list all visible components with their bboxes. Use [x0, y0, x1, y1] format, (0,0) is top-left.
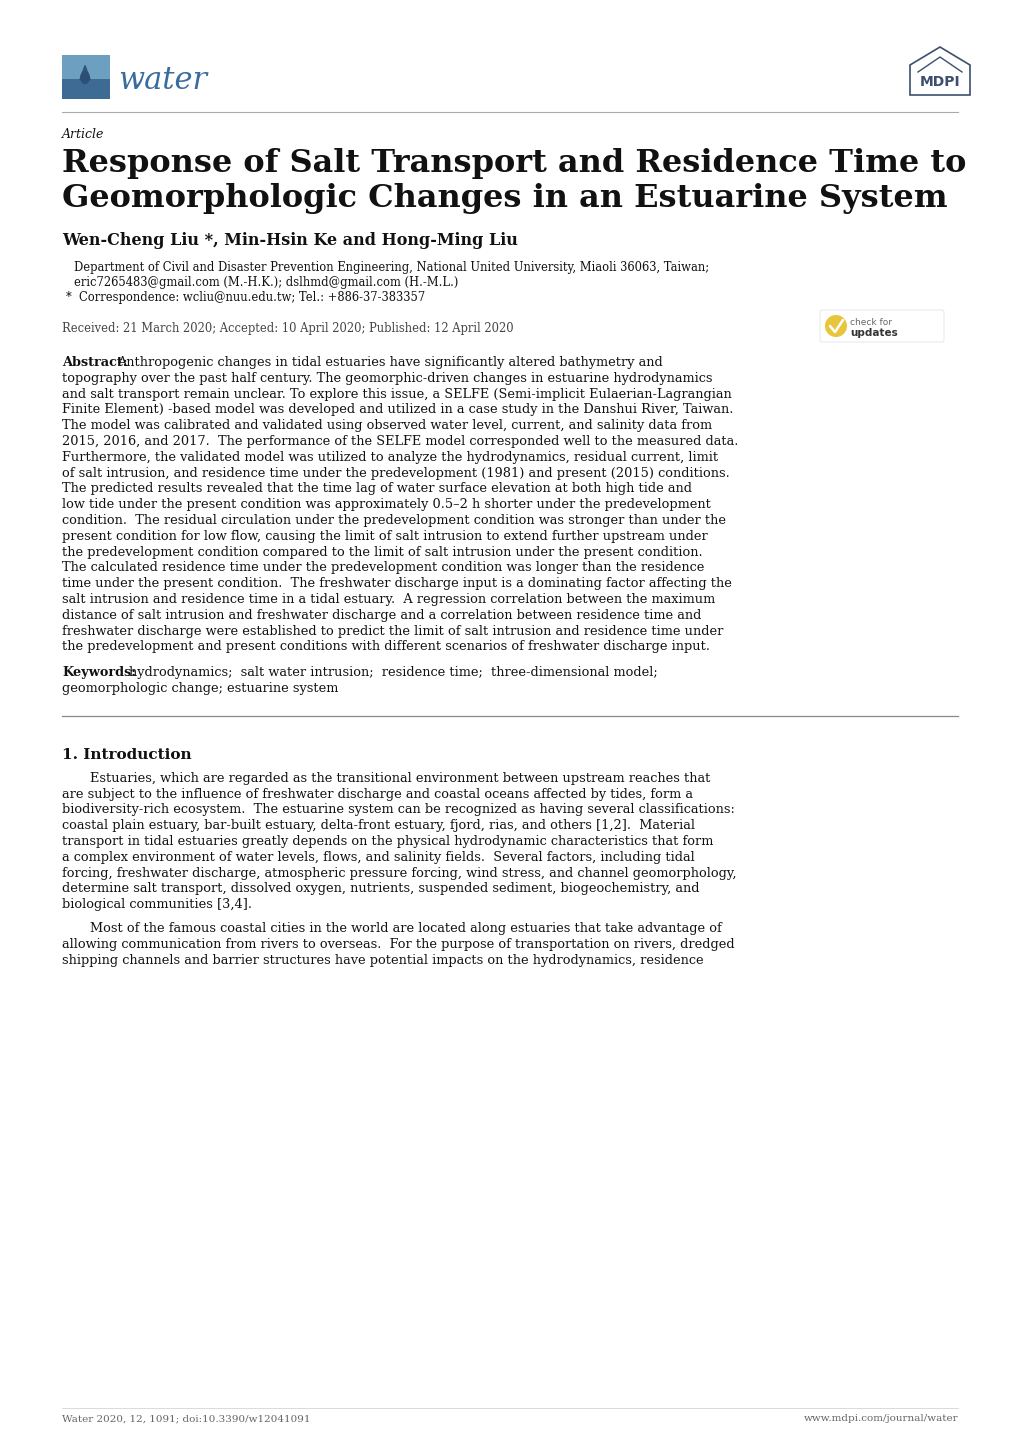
Text: Article: Article	[62, 128, 104, 141]
Circle shape	[824, 314, 846, 337]
Text: distance of salt intrusion and freshwater discharge and a correlation between re: distance of salt intrusion and freshwate…	[62, 609, 701, 622]
Text: Anthropogenic changes in tidal estuaries have significantly altered bathymetry a: Anthropogenic changes in tidal estuaries…	[117, 356, 662, 369]
Polygon shape	[79, 65, 90, 79]
Text: eric7265483@gmail.com (M.-H.K.); dslhmd@gmail.com (H.-M.L.): eric7265483@gmail.com (M.-H.K.); dslhmd@…	[74, 275, 458, 288]
Polygon shape	[81, 72, 89, 84]
Text: geomorphologic change; estuarine system: geomorphologic change; estuarine system	[62, 682, 338, 695]
Text: Department of Civil and Disaster Prevention Engineering, National United Univers: Department of Civil and Disaster Prevent…	[74, 261, 708, 274]
Text: Estuaries, which are regarded as the transitional environment between upstream r: Estuaries, which are regarded as the tra…	[90, 771, 709, 784]
Text: Most of the famous coastal cities in the world are located along estuaries that : Most of the famous coastal cities in the…	[90, 921, 721, 934]
Text: topography over the past half century. The geomorphic-driven changes in estuarin: topography over the past half century. T…	[62, 372, 712, 385]
Text: are subject to the influence of freshwater discharge and coastal oceans affected: are subject to the influence of freshwat…	[62, 787, 692, 800]
Text: Received: 21 March 2020; Accepted: 10 April 2020; Published: 12 April 2020: Received: 21 March 2020; Accepted: 10 Ap…	[62, 322, 514, 335]
Text: time under the present condition.  The freshwater discharge input is a dominatin: time under the present condition. The fr…	[62, 577, 732, 590]
Text: condition.  The residual circulation under the predevelopment condition was stro: condition. The residual circulation unde…	[62, 513, 726, 526]
Text: the predevelopment condition compared to the limit of salt intrusion under the p: the predevelopment condition compared to…	[62, 545, 702, 558]
Text: 1. Introduction: 1. Introduction	[62, 748, 192, 761]
Text: *  Correspondence: wcliu@nuu.edu.tw; Tel.: +886-37-383357: * Correspondence: wcliu@nuu.edu.tw; Tel.…	[66, 291, 425, 304]
FancyBboxPatch shape	[62, 79, 110, 99]
Text: MDPI: MDPI	[919, 75, 959, 89]
Text: 2015, 2016, and 2017.  The performance of the SELFE model corresponded well to t: 2015, 2016, and 2017. The performance of…	[62, 435, 738, 448]
Text: Abstract:: Abstract:	[62, 356, 127, 369]
Text: and salt transport remain unclear. To explore this issue, a SELFE (Semi-implicit: and salt transport remain unclear. To ex…	[62, 388, 731, 401]
Text: water: water	[118, 65, 207, 97]
FancyBboxPatch shape	[62, 55, 110, 79]
Text: transport in tidal estuaries greatly depends on the physical hydrodynamic charac: transport in tidal estuaries greatly dep…	[62, 835, 712, 848]
Text: Wen-Cheng Liu *, Min-Hsin Ke and Hong-Ming Liu: Wen-Cheng Liu *, Min-Hsin Ke and Hong-Mi…	[62, 232, 518, 249]
Text: Keywords:: Keywords:	[62, 666, 136, 679]
Text: determine salt transport, dissolved oxygen, nutrients, suspended sediment, bioge: determine salt transport, dissolved oxyg…	[62, 883, 699, 895]
Text: forcing, freshwater discharge, atmospheric pressure forcing, wind stress, and ch: forcing, freshwater discharge, atmospher…	[62, 867, 736, 880]
Text: coastal plain estuary, bar-built estuary, delta-front estuary, fjord, rias, and : coastal plain estuary, bar-built estuary…	[62, 819, 694, 832]
Text: Furthermore, the validated model was utilized to analyze the hydrodynamics, resi: Furthermore, the validated model was uti…	[62, 451, 717, 464]
Text: Finite Element) -based model was developed and utilized in a case study in the D: Finite Element) -based model was develop…	[62, 404, 733, 417]
Text: freshwater discharge were established to predict the limit of salt intrusion and: freshwater discharge were established to…	[62, 624, 722, 637]
FancyBboxPatch shape	[819, 310, 943, 342]
Text: updates: updates	[849, 327, 897, 337]
Text: The model was calibrated and validated using observed water level, current, and : The model was calibrated and validated u…	[62, 420, 711, 433]
Text: allowing communication from rivers to overseas.  For the purpose of transportati: allowing communication from rivers to ov…	[62, 937, 734, 950]
Text: biodiversity-rich ecosystem.  The estuarine system can be recognized as having s: biodiversity-rich ecosystem. The estuari…	[62, 803, 734, 816]
Text: biological communities [3,4].: biological communities [3,4].	[62, 898, 252, 911]
Text: The predicted results revealed that the time lag of water surface elevation at b: The predicted results revealed that the …	[62, 483, 691, 496]
Text: Geomorphologic Changes in an Estuarine System: Geomorphologic Changes in an Estuarine S…	[62, 183, 947, 213]
Text: Response of Salt Transport and Residence Time to: Response of Salt Transport and Residence…	[62, 149, 965, 179]
Text: low tide under the present condition was approximately 0.5–2 h shorter under the: low tide under the present condition was…	[62, 497, 710, 512]
Text: Water 2020, 12, 1091; doi:10.3390/w12041091: Water 2020, 12, 1091; doi:10.3390/w12041…	[62, 1415, 310, 1423]
Text: The calculated residence time under the predevelopment condition was longer than: The calculated residence time under the …	[62, 561, 704, 574]
Text: present condition for low flow, causing the limit of salt intrusion to extend fu: present condition for low flow, causing …	[62, 529, 707, 542]
Text: of salt intrusion, and residence time under the predevelopment (1981) and presen: of salt intrusion, and residence time un…	[62, 467, 729, 480]
Text: hydrodynamics;  salt water intrusion;  residence time;  three-dimensional model;: hydrodynamics; salt water intrusion; res…	[128, 666, 657, 679]
Text: www.mdpi.com/journal/water: www.mdpi.com/journal/water	[803, 1415, 957, 1423]
Text: shipping channels and barrier structures have potential impacts on the hydrodyna: shipping channels and barrier structures…	[62, 953, 703, 966]
Text: a complex environment of water levels, flows, and salinity fields.  Several fact: a complex environment of water levels, f…	[62, 851, 694, 864]
Text: the predevelopment and present conditions with different scenarios of freshwater: the predevelopment and present condition…	[62, 640, 709, 653]
Text: salt intrusion and residence time in a tidal estuary.  A regression correlation : salt intrusion and residence time in a t…	[62, 593, 714, 606]
Text: check for: check for	[849, 319, 892, 327]
